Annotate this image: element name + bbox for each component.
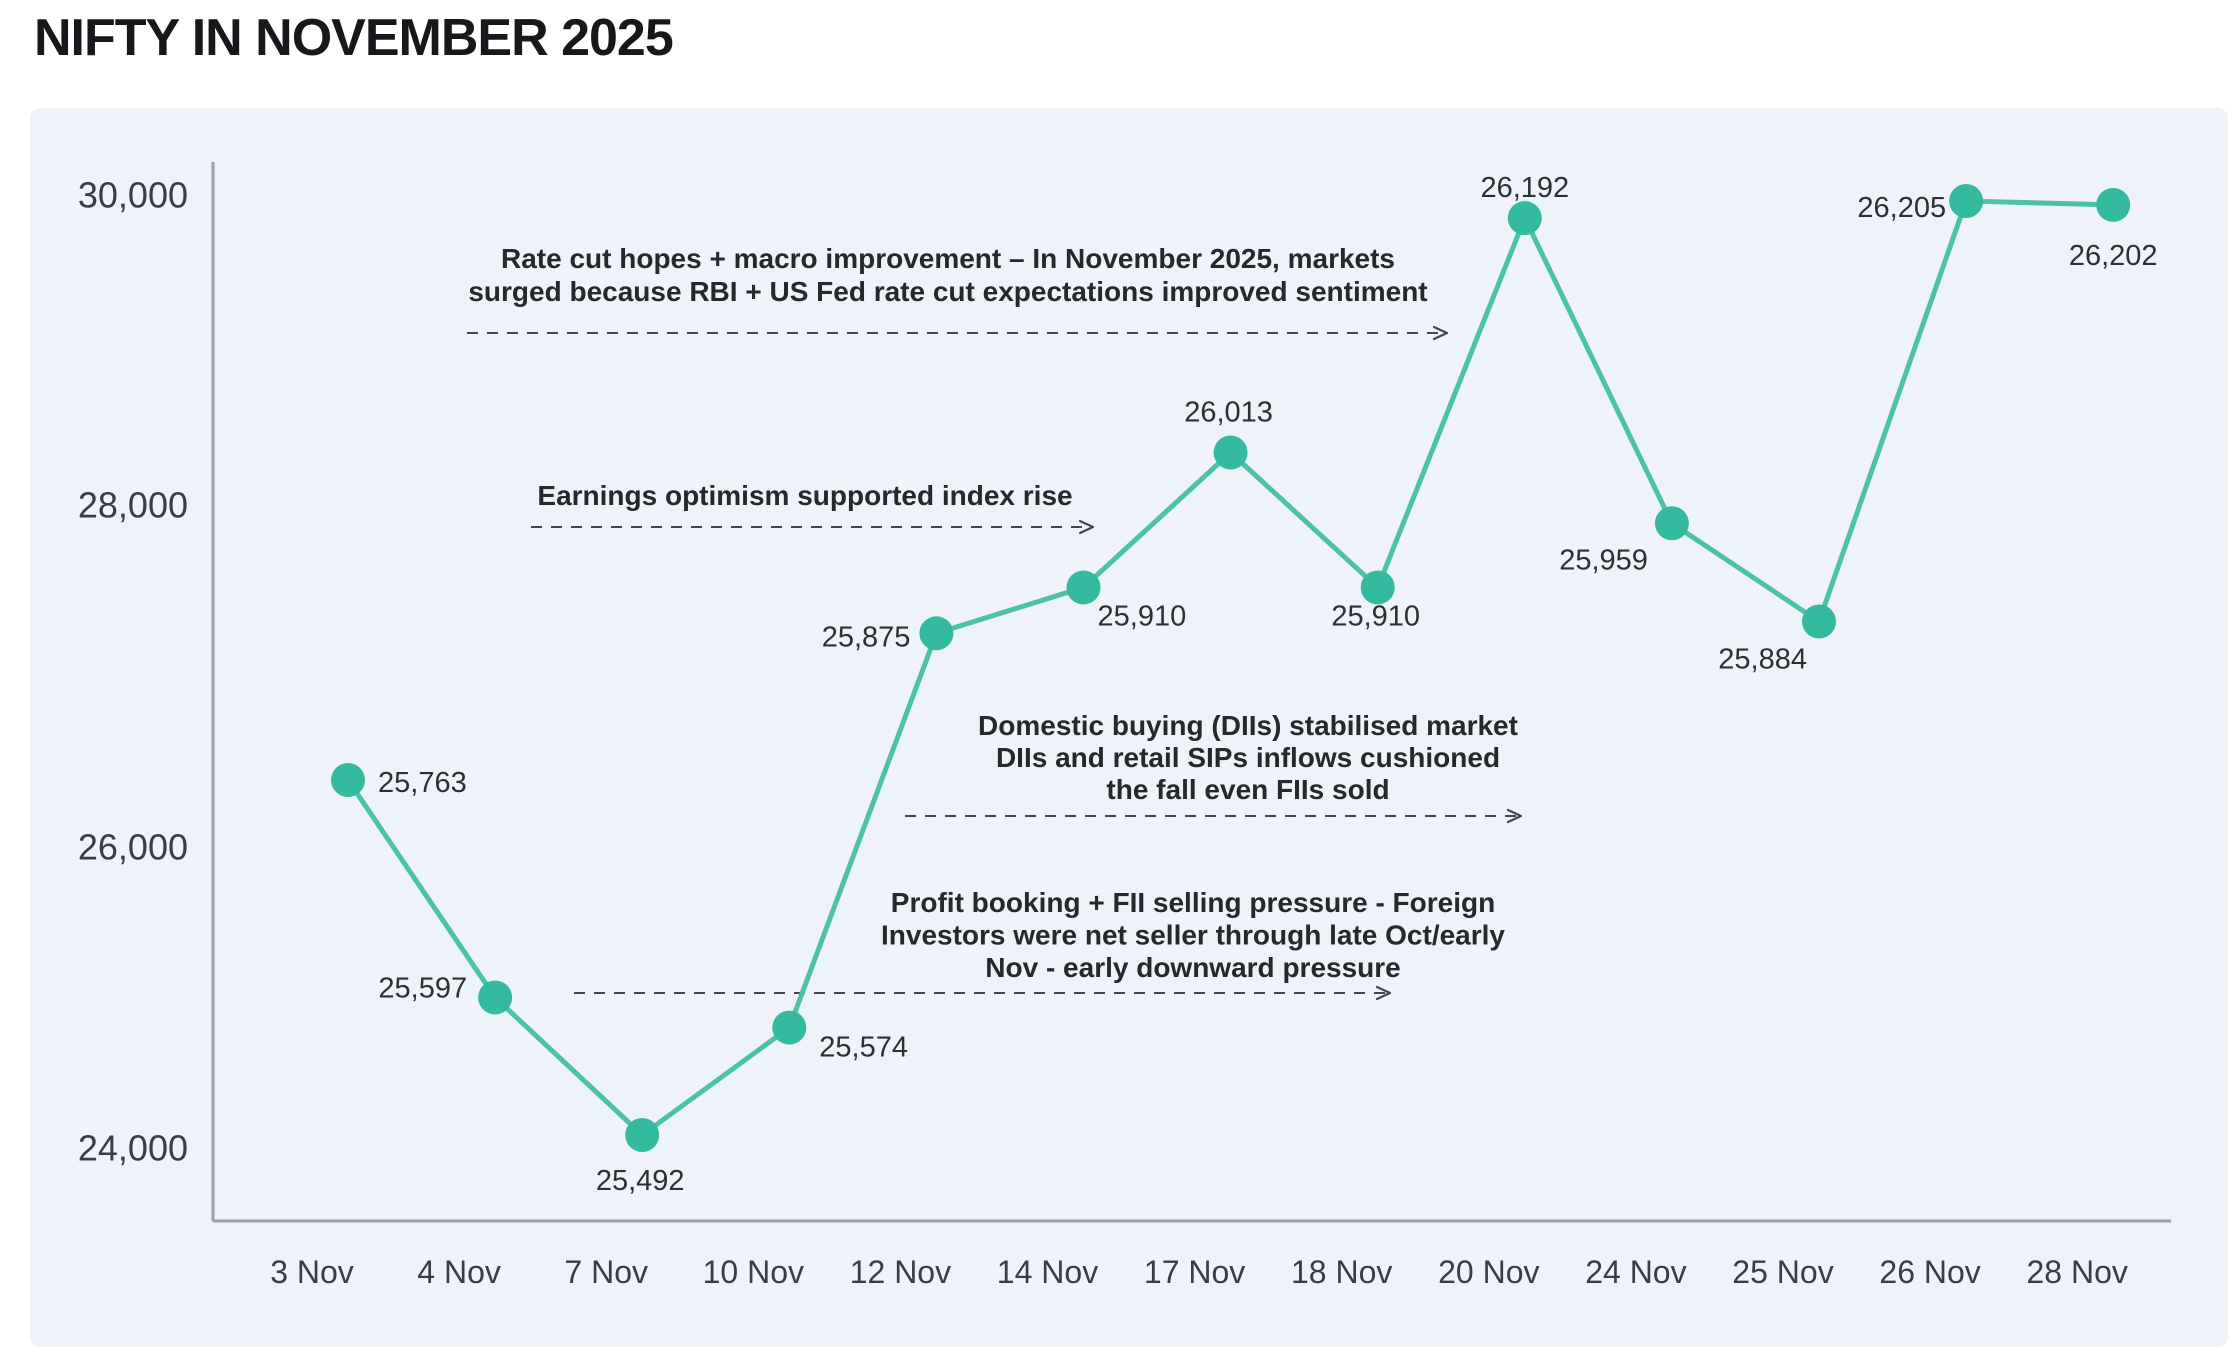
annotation-block: Rate cut hopes + macro improvement – In …: [467, 243, 1449, 341]
annotation-block: Profit booking + FII selling pressure - …: [574, 887, 1505, 1001]
annotation-text-line: Rate cut hopes + macro improvement – In …: [501, 243, 1395, 274]
annotation-block: Domestic buying (DIIs) stabilised market…: [905, 710, 1523, 824]
annotation-text-line: Profit booking + FII selling pressure - …: [891, 887, 1495, 918]
data-point-label: 26,192: [1480, 172, 1569, 204]
x-tick-label: 7 Nov: [564, 1254, 648, 1290]
data-point-label: 26,205: [1857, 192, 1946, 224]
data-point-dot: [919, 616, 954, 651]
data-point-label: 26,013: [1184, 397, 1273, 429]
y-tick-label: 26,000: [78, 827, 188, 868]
annotation-text-line: Domestic buying (DIIs) stabilised market: [978, 710, 1518, 741]
x-tick-label: 24 Nov: [1585, 1254, 1686, 1290]
annotation-text-line: surged because RBI + US Fed rate cut exp…: [468, 276, 1427, 307]
annotation-text-line: Nov - early downward pressure: [985, 952, 1400, 983]
x-tick-label: 17 Nov: [1144, 1254, 1245, 1290]
annotation-text-line: Investors were net seller through late O…: [881, 919, 1505, 950]
data-point-label: 25,959: [1559, 544, 1648, 576]
x-tick-label: 20 Nov: [1438, 1254, 1539, 1290]
x-tick-label: 10 Nov: [703, 1254, 804, 1290]
data-point-dot: [2096, 187, 2131, 222]
annotation-block: Earnings optimism supported index rise: [531, 480, 1095, 535]
data-point-label: 25,492: [596, 1165, 685, 1197]
x-tick-label: 18 Nov: [1291, 1254, 1392, 1290]
x-tick-label: 28 Nov: [2027, 1254, 2128, 1290]
data-point-dot: [478, 980, 513, 1015]
data-point-dot: [1066, 570, 1101, 605]
data-point-dot: [1360, 570, 1395, 605]
chart-panel: [30, 108, 2228, 1347]
data-point-dot: [625, 1118, 660, 1152]
data-point-dot: [1802, 604, 1836, 639]
data-point-label: 25,875: [822, 621, 911, 653]
x-tick-label: 26 Nov: [1879, 1254, 1980, 1290]
data-point-label: 25,574: [819, 1032, 908, 1064]
data-point-label: 26,202: [2069, 240, 2158, 272]
y-tick-label: 30,000: [78, 175, 188, 216]
data-point-label: 25,763: [378, 767, 467, 799]
data-point-dot: [1654, 506, 1689, 541]
data-point-label: 25,597: [378, 973, 467, 1005]
data-point-label: 25,884: [1718, 644, 1807, 676]
x-tick-label: 14 Nov: [997, 1254, 1098, 1290]
page-title: NIFTY IN NOVEMBER 2025: [34, 9, 674, 67]
data-point-dot: [331, 763, 365, 798]
data-point-dot: [1507, 201, 1542, 236]
y-tick-label: 24,000: [78, 1128, 188, 1169]
data-point-label: 25,910: [1098, 601, 1187, 633]
data-point-label: 25,910: [1331, 601, 1420, 633]
annotation-text-line: DIIs and retail SIPs inflows cushioned: [996, 742, 1500, 773]
x-tick-label: 4 Nov: [417, 1254, 501, 1290]
x-tick-label: 3 Nov: [270, 1254, 354, 1290]
x-tick-label: 12 Nov: [850, 1254, 951, 1290]
annotation-text-line: the fall even FIIs sold: [1106, 774, 1389, 805]
data-point-dot: [1213, 435, 1248, 470]
annotation-text-line: Earnings optimism supported index rise: [537, 480, 1072, 511]
data-point-dot: [1949, 184, 1984, 218]
x-tick-label: 25 Nov: [1732, 1254, 1833, 1290]
data-point-dot: [772, 1010, 807, 1045]
y-tick-label: 28,000: [78, 485, 188, 526]
price-line: [345, 198, 2116, 1138]
